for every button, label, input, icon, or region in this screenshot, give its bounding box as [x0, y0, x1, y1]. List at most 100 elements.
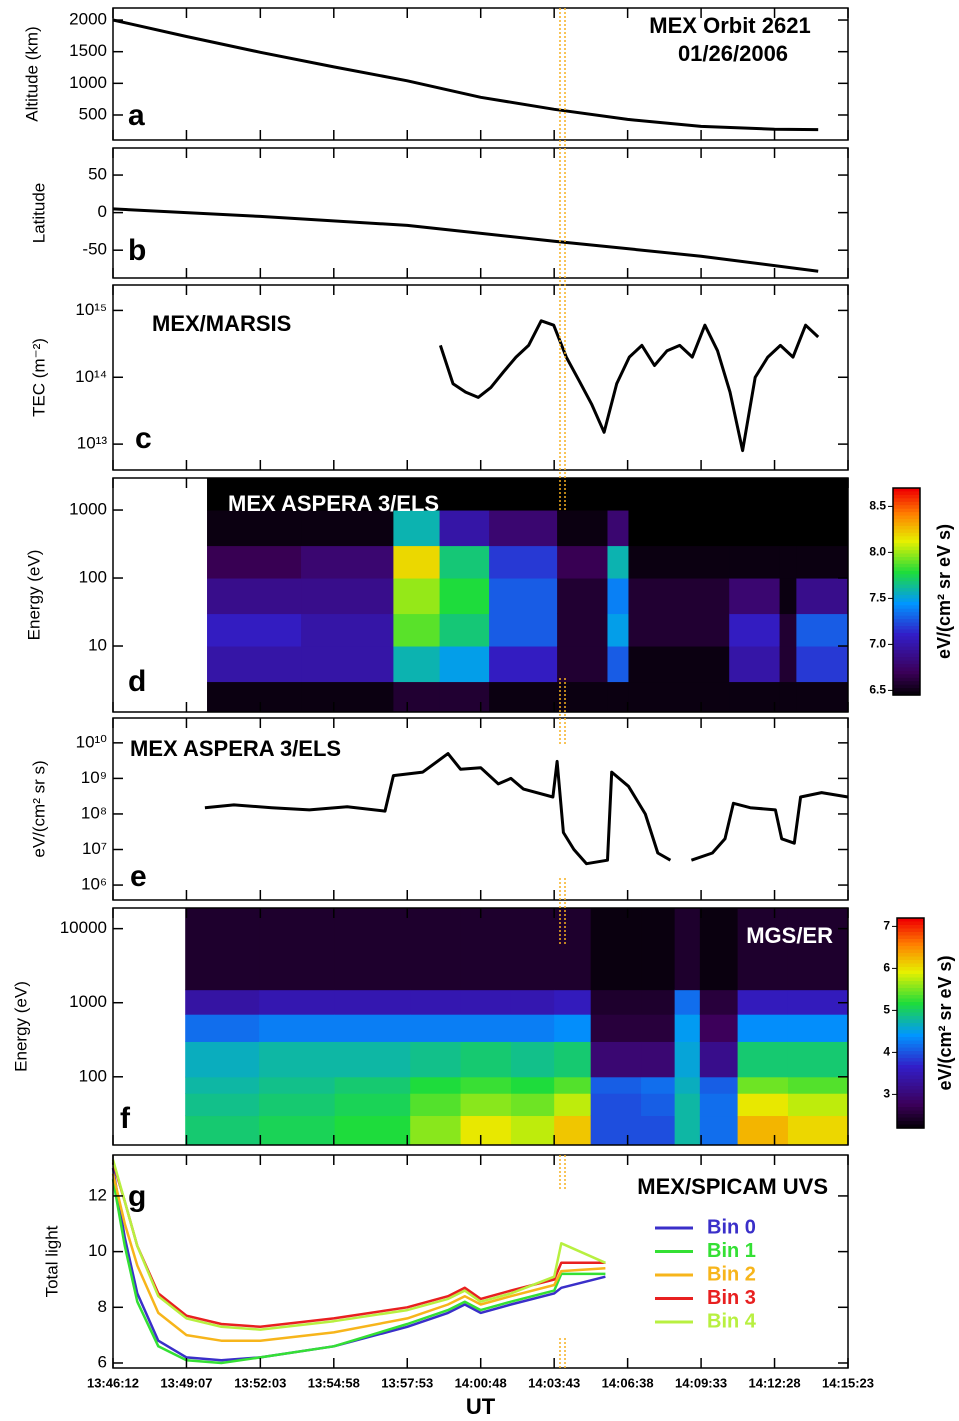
- y-tick-label: 100: [79, 568, 107, 587]
- heat-cell: [460, 1041, 512, 1078]
- colorbar-band: [897, 1103, 924, 1108]
- heat-cell: [699, 1041, 739, 1078]
- heat-cell: [628, 478, 730, 511]
- heat-cell: [410, 908, 462, 991]
- heat-cell: [460, 1076, 512, 1094]
- x-tick-label: 13:57:53: [381, 1375, 433, 1390]
- heat-cell: [729, 578, 781, 615]
- heat-cell: [207, 578, 302, 615]
- heat-cell: [393, 578, 441, 615]
- colorbar-band: [897, 1037, 924, 1042]
- x-axis-label: UT: [466, 1394, 496, 1419]
- data-line: [204, 752, 849, 866]
- heat-cell: [259, 1014, 336, 1042]
- y-tick-label: 10¹⁴: [75, 367, 107, 386]
- legend-label: Bin 1: [707, 1240, 756, 1262]
- heat-cell: [737, 1076, 789, 1094]
- panel-subtitle: 01/26/2006: [678, 41, 788, 66]
- heat-cell: [787, 1014, 849, 1042]
- colorbar-band: [897, 970, 924, 975]
- heat-cell: [699, 1093, 739, 1117]
- panel-title: MEX ASPERA 3/ELS: [130, 736, 341, 761]
- heat-cell: [590, 989, 642, 1015]
- y-tick-label: 10⁶: [81, 875, 107, 894]
- colorbar-band: [897, 921, 924, 926]
- heat-cell: [641, 908, 676, 991]
- heat-cell: [259, 989, 336, 1015]
- colorbar-tick-label: 4: [883, 1045, 890, 1059]
- heat-cell: [489, 613, 558, 647]
- colorbar-band: [893, 615, 920, 620]
- heat-cell: [737, 1041, 789, 1078]
- x-tick-label: 14:06:38: [602, 1375, 654, 1390]
- heat-cell: [607, 478, 629, 511]
- data-line: [111, 1173, 606, 1342]
- heat-cell: [185, 1014, 260, 1042]
- heat-cell: [460, 1014, 512, 1042]
- colorbar-band: [897, 998, 924, 1003]
- y-axis-label: TEC (m⁻²): [29, 338, 48, 417]
- colorbar-band: [893, 619, 920, 624]
- heat-cell: [439, 545, 490, 579]
- colorbar-band: [893, 650, 920, 655]
- colorbar-frame: [892, 487, 921, 696]
- heat-cell: [674, 1093, 701, 1117]
- colorbar-tick-label: 7.5: [869, 591, 886, 605]
- panel-letter: f: [120, 1102, 131, 1135]
- heat-cell: [729, 681, 781, 713]
- colorbar-band: [893, 532, 920, 537]
- colorbar-band: [893, 688, 920, 693]
- heat-cell: [334, 1014, 411, 1042]
- colorbar-band: [893, 563, 920, 568]
- colorbar-band: [897, 988, 924, 993]
- heat-cell: [334, 1093, 411, 1117]
- colorbar-band: [893, 491, 920, 496]
- heat-cell: [410, 1014, 462, 1042]
- heat-cell: [510, 989, 555, 1015]
- y-axis-label: eV/(cm² sr s): [29, 760, 48, 857]
- heat-cell: [393, 545, 441, 579]
- y-tick-label: 1000: [69, 500, 107, 519]
- colorbar-band: [893, 612, 920, 617]
- heat-cell: [699, 1076, 739, 1094]
- x-tick-label: 14:03:43: [528, 1375, 580, 1390]
- colorbar-band: [897, 925, 924, 930]
- colorbar-band: [897, 928, 924, 933]
- heat-cell: [557, 545, 608, 579]
- heat-cell: [796, 681, 849, 713]
- heat-cell: [796, 478, 849, 511]
- colorbar-band: [897, 1012, 924, 1017]
- heat-cell: [607, 646, 629, 683]
- heat-cell: [301, 646, 394, 683]
- y-tick-label: 10: [88, 635, 107, 654]
- colorbar-band: [897, 1044, 924, 1049]
- colorbar-band: [897, 1005, 924, 1010]
- colorbar-band: [893, 636, 920, 641]
- y-tick-label: 1500: [69, 41, 107, 60]
- colorbar-band: [897, 1117, 924, 1122]
- colorbar-band: [893, 639, 920, 644]
- heat-cell: [510, 1014, 555, 1042]
- heat-cell: [207, 510, 302, 547]
- colorbar-band: [897, 1054, 924, 1059]
- colorbar-band: [897, 1089, 924, 1094]
- colorbar-band: [893, 505, 920, 510]
- heat-cell: [628, 681, 730, 713]
- colorbar-band: [897, 1051, 924, 1056]
- x-tick-label: 14:15:23: [822, 1375, 874, 1390]
- heat-cell: [554, 908, 592, 991]
- colorbar-tick-label: 8.5: [869, 499, 886, 513]
- heat-cell: [185, 1041, 260, 1078]
- y-tick-label: -50: [82, 240, 107, 259]
- colorbar-band: [893, 632, 920, 637]
- heat-cell: [641, 1014, 676, 1042]
- colorbar-tick-label: 7: [883, 919, 890, 933]
- colorbar-band: [893, 550, 920, 555]
- colorbar-band: [897, 977, 924, 982]
- heat-cell: [787, 1076, 849, 1094]
- legend-label: Bin 4: [707, 1310, 757, 1332]
- heat-cell: [674, 908, 701, 991]
- colorbar-band: [897, 1047, 924, 1052]
- heat-cell: [674, 1041, 701, 1078]
